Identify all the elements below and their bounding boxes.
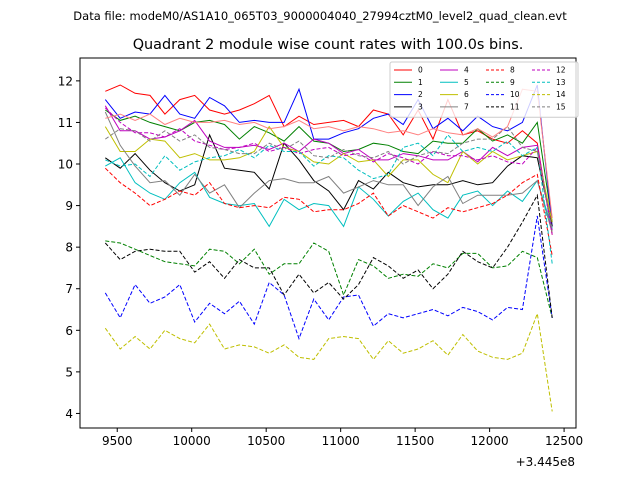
y-tick-label: 9 xyxy=(65,199,73,213)
legend-label-9: 9 xyxy=(510,78,515,87)
x-axis-offset-label: +3.445e8 xyxy=(516,455,575,469)
series-line-10 xyxy=(104,215,553,341)
series-line-9 xyxy=(105,240,553,318)
series-line-0 xyxy=(105,84,553,235)
legend-label-7: 7 xyxy=(464,102,469,111)
series-line-6 xyxy=(104,125,553,223)
x-tick-label: 10500 xyxy=(247,434,285,448)
legend-label-5: 5 xyxy=(464,78,469,87)
y-tick-label: 12 xyxy=(58,74,73,88)
y-tick-label: 4 xyxy=(65,407,73,421)
legend-label-3: 3 xyxy=(418,102,423,111)
x-tick-label: 9500 xyxy=(102,434,133,448)
y-tick-label: 6 xyxy=(65,324,73,338)
legend-label-14: 14 xyxy=(556,90,566,99)
suptitle: Data file: modeM0/AS1A10_065T03_90000040… xyxy=(73,9,567,23)
series-line-11 xyxy=(104,193,553,318)
legend-label-2: 2 xyxy=(418,90,423,99)
series-line-8 xyxy=(104,167,553,256)
series-layer xyxy=(104,84,553,412)
x-tick-label: 12000 xyxy=(471,434,509,448)
x-tick-label: 11000 xyxy=(322,434,360,448)
legend-box xyxy=(389,61,579,118)
legend-label-4: 4 xyxy=(464,66,469,75)
series-line-4 xyxy=(104,105,553,231)
series-line-5 xyxy=(105,157,553,229)
y-tick-label: 5 xyxy=(65,365,73,379)
series-line-15 xyxy=(105,125,553,231)
legend-label-10: 10 xyxy=(510,90,520,99)
series-line-13 xyxy=(105,134,553,264)
axis-layer: 9500 10000 10500 11000 11500 12000 12500 4 5 6 7 8 9… xyxy=(58,57,583,448)
legend-label-12: 12 xyxy=(556,66,566,75)
legend-label-8: 8 xyxy=(510,66,515,75)
y-tick-label: 11 xyxy=(58,116,73,130)
y-tick-label: 10 xyxy=(58,158,73,172)
series-line-extra-16 xyxy=(105,88,553,219)
series-line-12 xyxy=(104,107,553,235)
series-line-3 xyxy=(105,133,553,227)
series-line-14 xyxy=(104,311,553,412)
legend-label-1: 1 xyxy=(418,78,423,87)
legend-label-13: 13 xyxy=(556,78,566,87)
legend-label-15: 15 xyxy=(556,102,566,111)
x-tick-label: 10000 xyxy=(173,434,211,448)
y-tick-label: 7 xyxy=(65,282,73,296)
legend-label-0: 0 xyxy=(418,66,423,75)
x-tick-label: 11500 xyxy=(396,434,434,448)
legend-label-6: 6 xyxy=(464,90,469,99)
plot-frame xyxy=(79,57,577,429)
y-tick-label: 8 xyxy=(65,241,73,255)
x-tick-label: 12500 xyxy=(545,434,583,448)
legend-label-11: 11 xyxy=(510,102,520,111)
series-line-7 xyxy=(104,111,553,233)
chart-title: Quadrant 2 module wise count rates with … xyxy=(133,37,524,53)
